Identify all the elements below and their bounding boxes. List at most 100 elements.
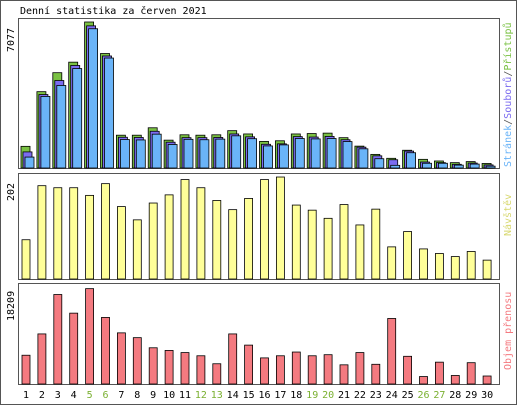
kbytes-bar [69,312,79,385]
kbytes-bar [291,351,301,385]
day-tick-label: 24 [386,390,398,401]
visits-bar [482,259,492,280]
day-tick-label: 25 [402,390,414,401]
day-tick-label: 3 [55,390,61,401]
panel-frame [18,173,500,280]
visits-bar [212,200,222,280]
kbytes-bar [403,355,413,385]
visits-bar [37,185,47,280]
pages-bar [135,139,146,169]
day-tick-label: 2 [39,390,45,401]
pages-bar [120,139,130,169]
pages-bar [88,28,98,169]
visits-bar [371,208,381,280]
pages-bar [358,148,369,169]
pages-bar [247,138,258,169]
visits-bar [228,209,238,280]
pages-bar [374,158,385,169]
day-tick-label: 30 [481,390,493,401]
legend-hits: Přístupů [502,22,514,70]
visits-bar [180,179,190,280]
visits-bar [101,183,110,280]
visits-bar [53,187,63,280]
panel-frame [18,283,500,385]
day-tick-label: 7 [118,390,124,401]
day-tick-label: 28 [449,390,461,401]
visits-bar [196,187,206,280]
visits-bar [260,179,269,280]
visits-bar [434,253,444,280]
visits-bar [69,187,79,280]
kbytes-bar [132,337,142,385]
kbytes-bar [371,363,381,385]
kbytes-bar [387,318,397,385]
day-tick-label: 29 [465,390,477,401]
pages-bar [294,138,305,169]
pages-bar [278,144,289,169]
day-tick-label: 8 [134,390,140,401]
day-tick-label: 15 [243,390,255,401]
day-tick-label: 5 [87,390,93,401]
visits-bar [85,194,94,280]
day-tick-label: 16 [258,390,270,401]
day-tick-label: 19 [306,390,318,401]
top-panel-legend: Stránek/Souborů/Přístupů [502,22,514,167]
chart-title: Denní statistika za červen 2021 [20,5,207,17]
visits-bar [355,224,365,280]
day-tick-label: 10 [163,390,175,401]
kbytes-bar [260,357,269,385]
visits-bar [21,239,31,280]
day-tick-label: 26 [417,390,429,401]
panel-frame [18,18,500,169]
kbytes-bar [180,352,190,385]
kbytes-bar [323,354,333,385]
top-panel-max-label: 7077 [6,28,17,52]
kbytes-bar [339,364,349,385]
pages-bar [215,138,226,169]
kbytes-bar [466,362,476,385]
pages-bar [310,138,321,169]
visits-bar [164,194,174,280]
legend-kbytes: Objem přenosu [502,292,514,370]
visits-bar [307,209,317,280]
visits-bar [466,251,476,280]
kbytes-bar [244,344,254,385]
bottom-panel-max-label: 18209 [6,291,17,321]
visits-bar [275,176,285,280]
legend-pages: Stránek [502,125,514,167]
kbytes-bar [148,347,158,385]
visits-bar [323,217,333,280]
pages-bar [104,57,114,169]
kbytes-bar [196,355,206,385]
pages-bar [342,141,353,169]
kbytes-bar [37,333,47,385]
kbytes-bar [117,332,126,385]
kbytes-bar [307,355,317,385]
pages-bar [72,68,83,169]
day-tick-label: 4 [71,390,77,401]
day-tick-label: 18 [290,390,302,401]
kbytes-bar [164,350,174,385]
day-tick-label: 23 [370,390,382,401]
kbytes-bar [450,375,460,385]
visits-bar [117,206,126,280]
day-tick-label: 20 [322,390,334,401]
kbytes-bar [228,333,238,385]
legend-separator: / [503,119,514,125]
day-tick-label: 12 [195,390,207,401]
visits-bar [291,204,301,280]
visits-bar [387,246,397,280]
middle-panel-max-label: 202 [6,183,17,201]
day-tick-label: 14 [227,390,239,401]
pages-bar [469,163,480,169]
visits-bar [419,248,428,280]
day-tick-label: 1 [23,390,29,401]
pages-bar [437,162,448,169]
day-tick-label: 9 [150,390,156,401]
pages-bar [485,165,496,169]
kbytes-bar [355,352,365,385]
pages-bar [56,85,67,169]
visits-bar [450,256,460,280]
